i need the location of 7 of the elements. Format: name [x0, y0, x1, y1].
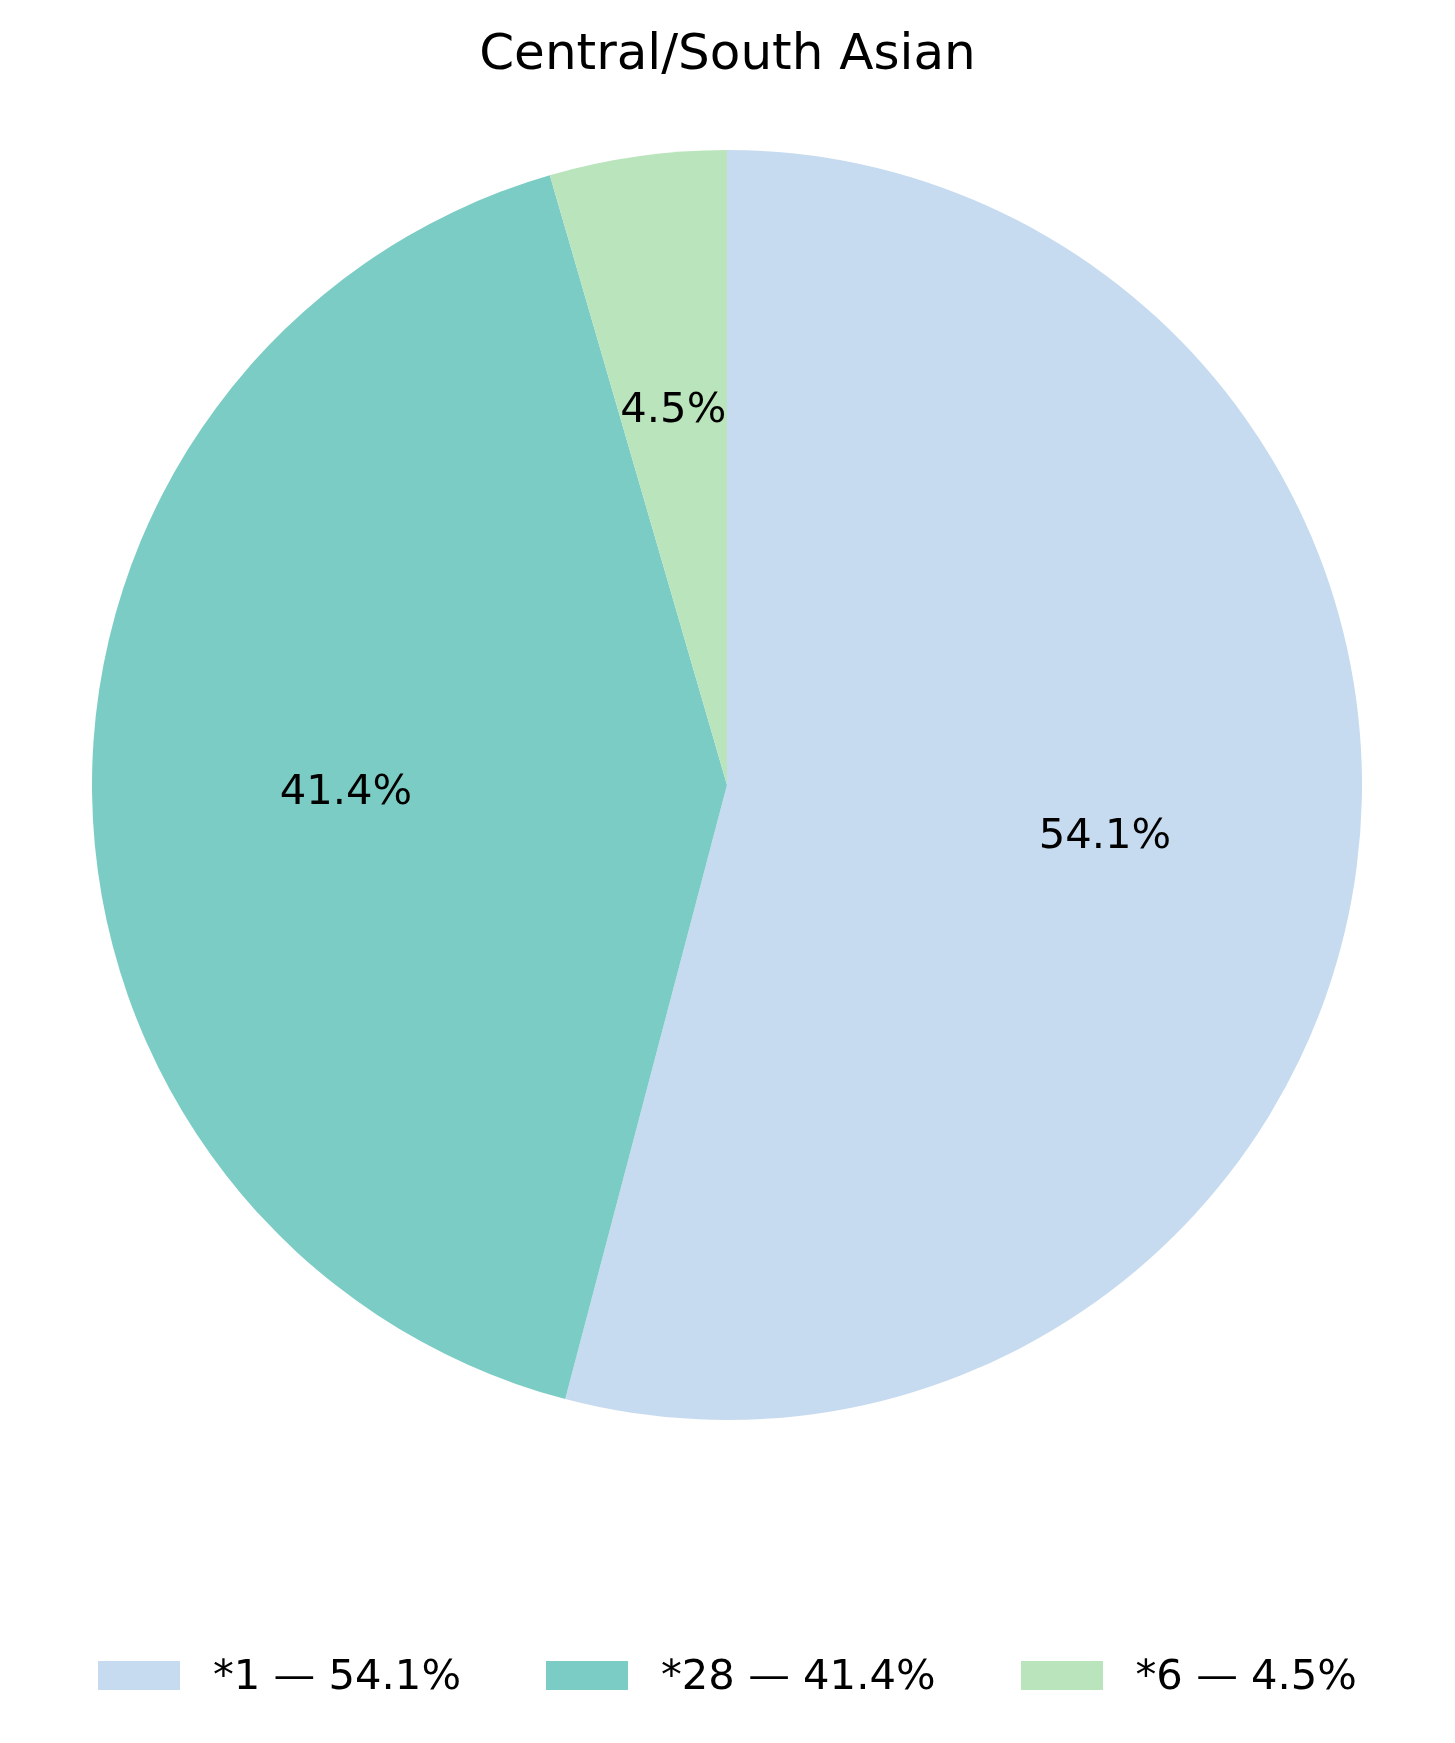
data-label: 54.1%: [1038, 809, 1172, 859]
legend-label: *1 — 54.1%: [213, 1650, 461, 1699]
legend-label: *28 — 41.4%: [661, 1650, 936, 1699]
data-label: 41.4%: [279, 765, 413, 815]
chart-title: Central/South Asian: [478, 22, 977, 82]
data-label: 4.5%: [620, 383, 727, 433]
legend-label: *6 — 4.5%: [1135, 1650, 1357, 1699]
